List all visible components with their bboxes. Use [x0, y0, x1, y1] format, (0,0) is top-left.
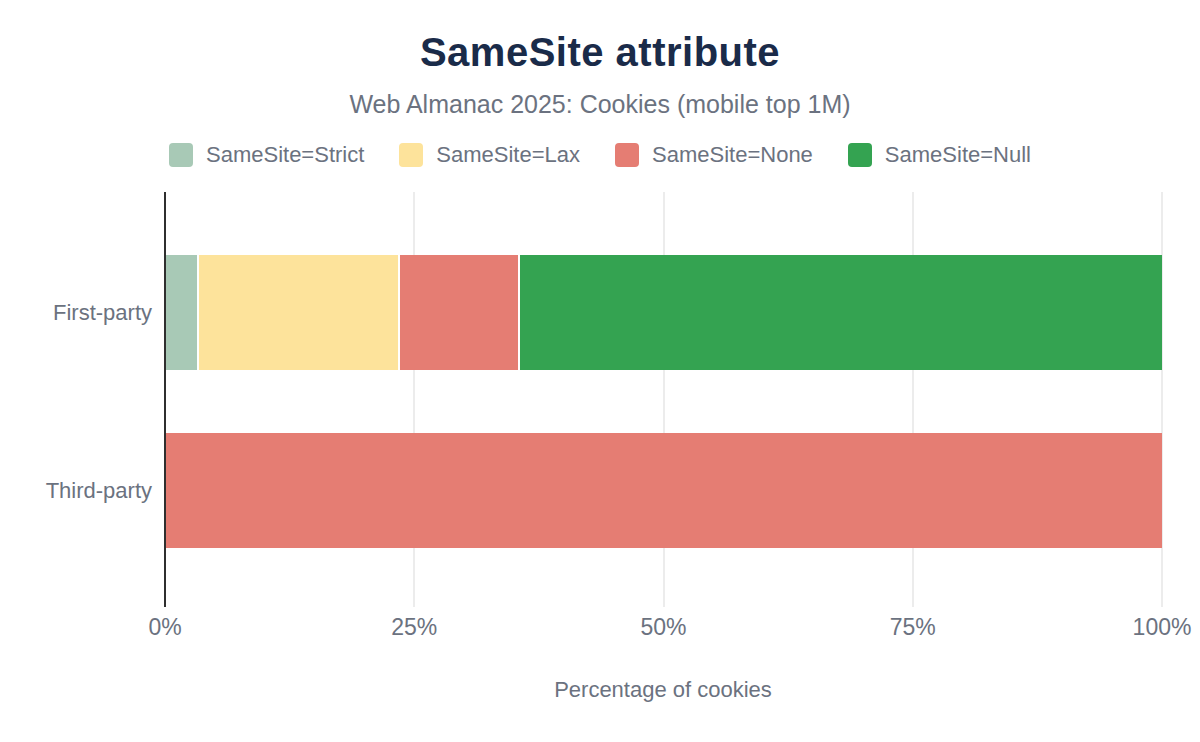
y-axis-label: First-party	[0, 300, 152, 326]
bar-segment[interactable]	[166, 433, 1162, 548]
x-tick-label: 0%	[148, 614, 181, 641]
x-axis-title: Percentage of cookies	[164, 677, 1162, 703]
bar-segment[interactable]	[400, 255, 519, 370]
x-tick-label: 100%	[1133, 614, 1192, 641]
bar-row	[166, 433, 1162, 548]
chart-figure: SameSite attribute Web Almanac 2025: Coo…	[0, 0, 1200, 742]
x-tick-label: 75%	[890, 614, 936, 641]
bar-segment[interactable]	[199, 255, 398, 370]
bar-segment[interactable]	[166, 255, 197, 370]
plot-area: First-party Third-party 0% 25% 50% 75% 100% P…	[0, 0, 1200, 742]
bar-segment[interactable]	[520, 255, 1162, 370]
x-tick-label: 25%	[391, 614, 437, 641]
y-axis-label: Third-party	[0, 478, 152, 504]
bar-row	[166, 255, 1162, 370]
x-tick-label: 50%	[640, 614, 686, 641]
